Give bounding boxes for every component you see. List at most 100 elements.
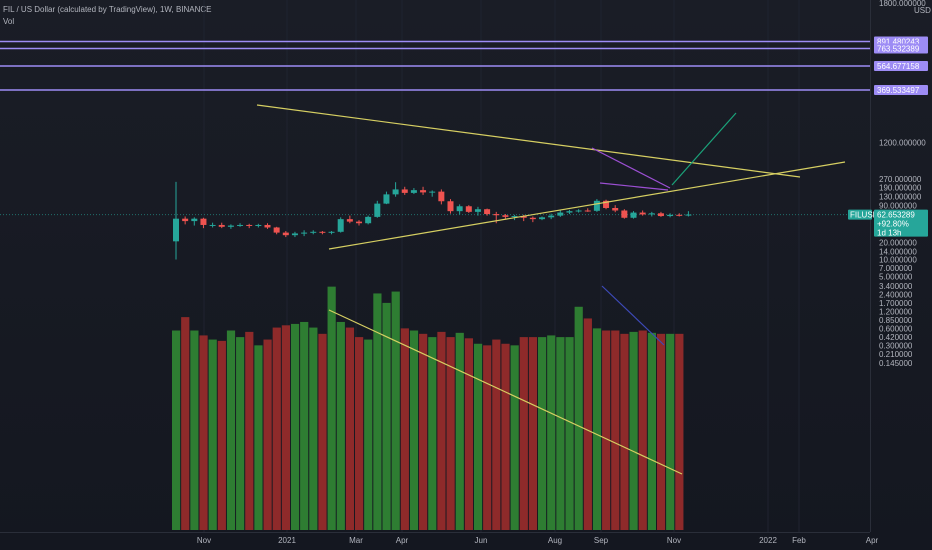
candle-body[interactable]: [392, 189, 399, 195]
candle-body[interactable]: [374, 203, 381, 217]
volume-bar[interactable]: [574, 306, 583, 530]
candle-body[interactable]: [603, 200, 610, 208]
volume-bar[interactable]: [263, 339, 272, 530]
volume-bar[interactable]: [217, 340, 226, 530]
volume-bar[interactable]: [364, 339, 373, 530]
candle-body[interactable]: [648, 213, 655, 215]
candle-body[interactable]: [346, 219, 353, 222]
symbol-title[interactable]: FIL / US Dollar (calculated by TradingVi…: [3, 5, 212, 14]
volume-bar[interactable]: [620, 333, 629, 530]
candle-body[interactable]: [566, 211, 573, 213]
candle-body[interactable]: [319, 231, 326, 233]
candle-body[interactable]: [685, 214, 692, 216]
candle-body[interactable]: [191, 218, 198, 222]
volume-bar[interactable]: [528, 337, 538, 530]
volume-bar[interactable]: [638, 330, 647, 530]
volume-bar[interactable]: [190, 330, 199, 530]
volume-bar[interactable]: [400, 328, 409, 530]
candle-body[interactable]: [621, 210, 628, 218]
volume-bar[interactable]: [611, 330, 620, 530]
candle-body[interactable]: [255, 224, 262, 226]
candle-body[interactable]: [639, 212, 646, 215]
volume-bar[interactable]: [492, 339, 501, 530]
candle-body[interactable]: [575, 210, 582, 212]
volume-bar[interactable]: [327, 286, 336, 530]
candle-body[interactable]: [383, 194, 390, 204]
candle-body[interactable]: [539, 217, 545, 220]
volume-bar[interactable]: [592, 328, 602, 530]
candle-body[interactable]: [173, 218, 179, 242]
candle-body[interactable]: [264, 224, 271, 228]
volume-bar[interactable]: [446, 337, 455, 530]
candle-body[interactable]: [557, 212, 564, 216]
volume-bar[interactable]: [309, 327, 318, 530]
candle-body[interactable]: [676, 214, 683, 216]
volume-bar[interactable]: [272, 327, 281, 530]
volume-bar[interactable]: [675, 333, 684, 530]
candle-body[interactable]: [447, 201, 454, 212]
volume-bar[interactable]: [647, 332, 656, 530]
volume-bar[interactable]: [254, 345, 263, 530]
candle-body[interactable]: [237, 224, 244, 226]
candle-body[interactable]: [291, 233, 298, 236]
candle-body[interactable]: [657, 213, 664, 217]
volume-bar[interactable]: [602, 330, 611, 530]
candle-body[interactable]: [356, 221, 362, 224]
candle-body[interactable]: [584, 210, 591, 212]
candle-body[interactable]: [548, 215, 555, 218]
volume-bar[interactable]: [245, 331, 254, 530]
volume-indicator-label[interactable]: Vol: [3, 17, 14, 26]
volume-bar[interactable]: [656, 333, 666, 530]
candle-body[interactable]: [337, 219, 344, 232]
candle-body[interactable]: [328, 231, 335, 233]
candle-body[interactable]: [401, 189, 408, 193]
volume-bar[interactable]: [382, 302, 391, 530]
candle-body[interactable]: [410, 190, 417, 193]
volume-bar[interactable]: [355, 337, 364, 530]
volume-bar[interactable]: [318, 333, 327, 530]
volume-bar[interactable]: [419, 333, 428, 530]
volume-bar[interactable]: [455, 332, 464, 530]
volume-bar[interactable]: [473, 343, 483, 530]
candle-body[interactable]: [246, 224, 253, 226]
candle-body[interactable]: [502, 215, 509, 217]
triangle-upper-trendline[interactable]: [256, 104, 801, 178]
volume-bar[interactable]: [236, 337, 245, 530]
candle-body[interactable]: [310, 231, 317, 233]
candle-body[interactable]: [465, 206, 472, 212]
volume-bar[interactable]: [464, 338, 473, 530]
volume-bar[interactable]: [510, 345, 519, 530]
candle-body[interactable]: [667, 214, 674, 217]
volume-bar[interactable]: [501, 343, 510, 530]
candle-body[interactable]: [438, 191, 445, 202]
volume-bar[interactable]: [208, 339, 217, 530]
candle-body[interactable]: [365, 216, 372, 224]
candle-body[interactable]: [218, 224, 225, 227]
volume-bar[interactable]: [547, 335, 556, 530]
volume-bar[interactable]: [565, 337, 574, 530]
volume-bar[interactable]: [226, 330, 236, 530]
volume-bar[interactable]: [300, 321, 309, 530]
volume-bar[interactable]: [409, 330, 419, 530]
volume-bar[interactable]: [483, 345, 492, 530]
volume-bar[interactable]: [583, 318, 592, 530]
candle-body[interactable]: [520, 216, 527, 218]
volume-bar[interactable]: [290, 323, 300, 530]
volume-bar[interactable]: [172, 330, 181, 530]
volume-trendline[interactable]: [328, 309, 683, 475]
volume-bar[interactable]: [437, 331, 446, 530]
volume-bar[interactable]: [181, 317, 190, 530]
volume-bar[interactable]: [428, 337, 437, 530]
volume-bar[interactable]: [519, 337, 528, 530]
candle-body[interactable]: [209, 224, 216, 226]
candle-body[interactable]: [182, 218, 189, 222]
candle-body[interactable]: [529, 217, 536, 220]
volume-bar[interactable]: [391, 291, 400, 530]
candle-body[interactable]: [630, 212, 637, 218]
candle-body[interactable]: [484, 209, 491, 215]
volume-bar[interactable]: [556, 337, 565, 530]
volume-bar[interactable]: [373, 293, 382, 530]
candle-body[interactable]: [200, 218, 207, 225]
volume-bar[interactable]: [538, 337, 547, 530]
